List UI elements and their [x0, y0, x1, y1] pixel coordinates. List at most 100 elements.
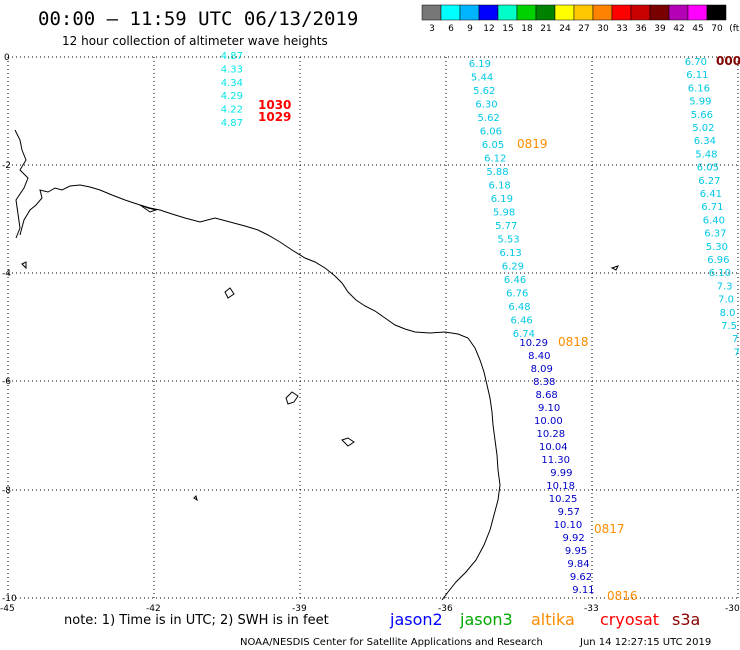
wave-height-label: 4.87 [221, 118, 243, 129]
y-tick-label: -10 [2, 594, 17, 604]
x-tick-label: -39 [292, 604, 307, 614]
colorbar-swatch [630, 4, 651, 21]
y-tick-label: -4 [2, 269, 11, 279]
wave-height-label: 6.05 [482, 140, 504, 151]
wave-height-label: 6.74 [513, 329, 535, 340]
footer-note: note: 1) Time is in UTC; 2) SWH is in fe… [64, 613, 329, 628]
wave-height-label: 4.22 [221, 105, 243, 116]
wave-height-label: 10.18 [546, 481, 575, 492]
wave-height-label: 6.06 [480, 127, 502, 138]
wave-height-label: 6.48 [508, 302, 530, 313]
satellite-legend: jason2 jason3 altika cryosat s3a [389, 610, 700, 629]
colorbar-swatch [573, 4, 594, 21]
wave-height-label: 7.3 [717, 281, 733, 292]
wave-height-label: 4.33 [221, 64, 243, 75]
wave-height-label: 7 [732, 334, 738, 345]
wave-height-label: 10.29 [519, 338, 548, 349]
colorbar-swatch [687, 4, 708, 21]
wave-height-label: 5.66 [691, 110, 713, 121]
wave-height-label: 6.34 [694, 136, 716, 147]
colorbar-swatch [516, 4, 537, 21]
colorbar-swatch [440, 4, 461, 21]
satellite-name-altika: altika [531, 610, 575, 629]
colorbar-label: 33 [616, 24, 627, 34]
satellite-name-s3a: s3a [672, 610, 700, 629]
wave-height-label: 9.99 [550, 468, 572, 479]
page-subtitle: 12 hour collection of altimeter wave hei… [62, 34, 328, 48]
pass-time-label: 0818 [558, 335, 589, 349]
pass-time-label: 0817 [594, 522, 625, 536]
wave-height-label: 6.11 [686, 70, 708, 81]
colorbar-label: 39 [654, 24, 666, 34]
satellite-name-jason2: jason2 [389, 610, 443, 629]
colorbar-label: 45 [692, 24, 703, 34]
wave-height-label: 5.77 [495, 221, 517, 232]
wave-height-label: 8.0 [720, 308, 736, 319]
wave-height-label: 10.25 [549, 494, 578, 505]
wave-height-label: 6.41 [700, 189, 722, 200]
page-title: 00:00 – 11:59 UTC 06/13/2019 [38, 8, 358, 30]
colorbar-swatch [554, 4, 575, 21]
wave-height-label: 6.76 [506, 289, 528, 300]
coastline [14, 129, 619, 601]
wave-height-label: 7.5 [721, 321, 737, 332]
y-tick-label: -2 [2, 161, 11, 171]
wave-height-label: 6.19 [469, 59, 491, 70]
wave-height-label: 9.11 [572, 585, 594, 596]
map-grid [7, 56, 739, 599]
wave-height-label: 6.18 [489, 181, 511, 192]
colorbar-label: 36 [635, 24, 647, 34]
y-tick-label: 0 [4, 53, 10, 63]
colorbar-label: 42 [673, 24, 684, 34]
colorbar-label: 70 [711, 24, 723, 34]
wave-height-label: 10.10 [554, 520, 583, 531]
x-tick-label: -33 [584, 604, 599, 614]
colorbar-label: 18 [521, 24, 533, 34]
colorbar-label: 27 [578, 24, 589, 34]
y-tick-label: -6 [2, 377, 11, 387]
pass-time-label: 1029 [258, 110, 291, 124]
colorbar-label: 3 [429, 24, 435, 34]
wave-height-label: 5.48 [695, 149, 717, 160]
wave-height-label: 5.88 [486, 167, 508, 178]
colorbar-swatch [421, 4, 442, 21]
colorbar-label: 30 [597, 24, 609, 34]
pass-time-label: 0819 [517, 137, 548, 151]
satellite-name-cryosat: cryosat [600, 610, 659, 629]
wave-height-label: 6.10 [709, 268, 731, 279]
wave-height-label: 5.02 [692, 123, 714, 134]
colorbar-swatch [611, 4, 632, 21]
wave-height-label: 6.19 [491, 194, 513, 205]
wave-height-label: 8.68 [536, 390, 558, 401]
y-tick-label: -8 [2, 486, 11, 496]
wave-height-label: 4.29 [221, 91, 243, 102]
wave-height-label: 11.30 [541, 455, 570, 466]
satellite-name-jason3: jason3 [459, 610, 513, 629]
wave-height-label: 9.62 [570, 572, 592, 583]
wave-height-label: 6.16 [688, 83, 710, 94]
wave-height-label: 9.84 [567, 559, 589, 570]
wave-height-label: 6.71 [701, 202, 723, 213]
y-axis-labels: 0 -2 -4 -6 -8 -10 [2, 53, 17, 604]
colorbar-swatch [497, 4, 518, 21]
colorbar-swatch [668, 4, 689, 21]
colorbar-swatch [478, 4, 499, 21]
wave-height-label: 6.40 [703, 215, 725, 226]
colorbar-label: 15 [502, 24, 513, 34]
wave-height-label: 8.40 [528, 351, 550, 362]
wave-height-label: 9.57 [558, 507, 580, 518]
x-tick-label: -42 [146, 604, 161, 614]
colorbar-label: 12 [483, 24, 494, 34]
wave-height-label: 6.05 [697, 163, 719, 174]
wave-height-label: 5.98 [493, 208, 515, 219]
colorbar-swatch [592, 4, 613, 21]
wave-height-label: 5.53 [497, 235, 519, 246]
wave-height-label: 6.46 [504, 275, 526, 286]
wave-height-label: 5.30 [706, 242, 728, 253]
wave-height-label: 5.62 [478, 113, 500, 124]
wave-height-label: 4.34 [221, 78, 243, 89]
colorbar-label: 9 [467, 24, 473, 34]
colorbar-swatch [649, 4, 670, 21]
wave-height-label: 6.27 [698, 176, 720, 187]
